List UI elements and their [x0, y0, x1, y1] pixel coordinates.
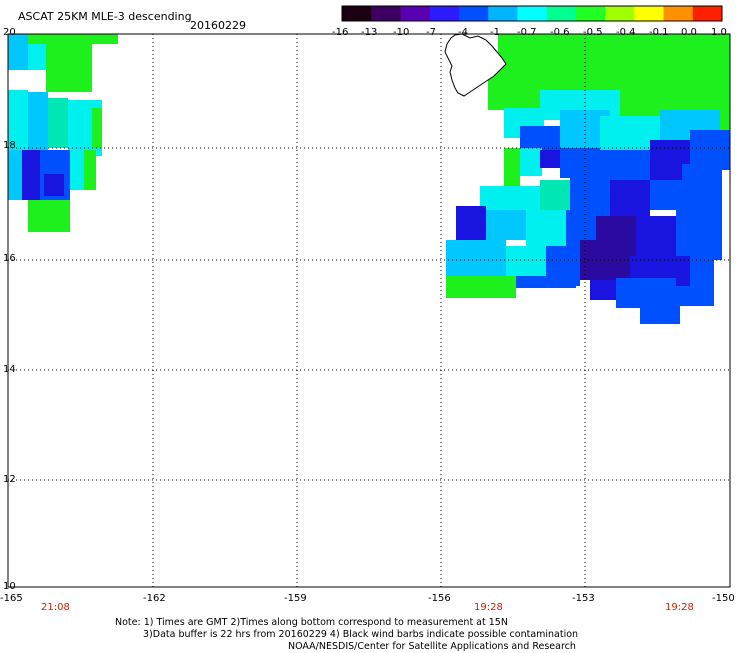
colorbar-label: -13	[361, 27, 378, 38]
colorbar-swatch	[546, 6, 577, 21]
colorbar	[341, 5, 723, 22]
data-cell	[22, 150, 40, 200]
data-cell	[504, 148, 520, 188]
lon-label: -150	[712, 593, 735, 604]
colorbar-swatch	[371, 6, 401, 21]
data-cell	[506, 246, 546, 276]
data-cell	[28, 92, 48, 150]
data-cell	[446, 276, 516, 298]
colorbar-swatch	[605, 6, 635, 21]
data-cell	[616, 278, 676, 308]
time-label: 19:28	[665, 602, 694, 613]
lat-label: 18	[3, 140, 16, 151]
data-cell	[456, 206, 486, 246]
data-cell	[526, 210, 566, 250]
colorbar-label: 0.0	[681, 27, 697, 38]
colorbar-swatch	[692, 6, 723, 21]
data-cell	[518, 148, 542, 176]
data-cell	[640, 306, 680, 324]
time-label: 19:28	[474, 602, 503, 613]
colorbar-swatch	[458, 6, 489, 21]
data-cell	[48, 98, 68, 148]
data-cell	[44, 174, 64, 196]
data-cell	[636, 216, 676, 256]
lat-label: 12	[3, 474, 16, 485]
data-cell	[520, 126, 560, 150]
colorbar-label: -0.6	[550, 27, 570, 38]
colorbar-label: -0.4	[616, 27, 636, 38]
map-date: 20160229	[190, 19, 246, 32]
colorbar-swatch	[517, 6, 548, 21]
data-cell	[8, 34, 28, 70]
colorbar-label: -16	[332, 27, 349, 38]
lat-label: 20	[3, 27, 16, 38]
lon-label: -156	[428, 593, 451, 604]
data-cell	[570, 176, 610, 216]
data-cell	[28, 200, 70, 232]
colorbar-label: -0.7	[517, 27, 537, 38]
data-cell	[682, 164, 722, 210]
note-line: 3)Data buffer is 22 hrs from 20160229 4)…	[143, 629, 579, 640]
data-cell	[540, 150, 560, 168]
data-cell	[84, 150, 96, 190]
graticule	[8, 34, 730, 587]
data-cell	[516, 276, 576, 288]
lon-label: -153	[572, 593, 595, 604]
lat-label: 10	[3, 581, 16, 592]
colorbar-swatch	[342, 6, 372, 21]
colorbar-swatch	[663, 6, 694, 21]
data-cell	[560, 148, 600, 178]
data-cell	[8, 150, 22, 200]
colorbar-label: -4	[458, 27, 468, 38]
data-cell	[676, 286, 714, 306]
colorbar-label: -0.5	[583, 27, 603, 38]
data-cell	[46, 44, 92, 92]
data-cell	[92, 108, 102, 148]
colorbar-label: 1.0	[711, 27, 727, 38]
hawaii-coastline	[444, 33, 507, 97]
lat-label: 14	[3, 364, 16, 375]
data-cell	[676, 210, 722, 260]
scatterometer-swath	[8, 34, 730, 324]
note-line: Note: 1) Times are GMT 2)Times along bot…	[115, 617, 508, 628]
colorbar-label: -0.1	[649, 27, 669, 38]
colorbar-swatch	[634, 6, 664, 21]
lat-label: 16	[3, 253, 16, 264]
data-cell	[690, 130, 730, 170]
colorbar-label: -10	[393, 27, 410, 38]
colorbar-swatch	[575, 6, 606, 21]
colorbar-label: -7	[426, 27, 436, 38]
data-cell	[8, 90, 28, 150]
lon-label: -159	[284, 593, 307, 604]
data-cell	[488, 70, 550, 110]
colorbar-swatch	[488, 6, 518, 21]
data-cell	[486, 210, 526, 240]
note-line: NOAA/NESDIS/Center for Satellite Applica…	[288, 641, 576, 652]
colorbar-swatch	[429, 6, 460, 21]
data-cell	[610, 180, 650, 220]
lon-label: -165	[0, 593, 23, 604]
data-cell	[28, 34, 118, 44]
colorbar-swatch	[400, 6, 431, 21]
colorbar-label: -1	[490, 27, 500, 38]
data-cell	[28, 44, 46, 70]
map-frame	[7, 33, 731, 588]
map-title: ASCAT 25KM MLE-3 descending	[18, 10, 192, 23]
data-cell	[446, 240, 506, 276]
colorbar-frame	[341, 5, 723, 22]
time-label: 21:08	[41, 602, 70, 613]
lon-label: -162	[143, 593, 166, 604]
